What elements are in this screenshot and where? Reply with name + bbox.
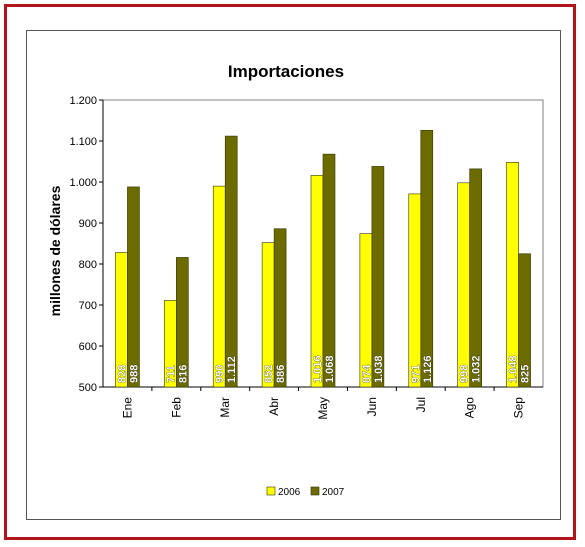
bar-data-label: 1.112 xyxy=(226,356,238,383)
bar-2006-Ago xyxy=(457,182,470,388)
bar-2007-Mar xyxy=(224,135,238,388)
bar-data-label: 886 xyxy=(275,365,287,383)
bar-2007-Feb xyxy=(176,257,189,388)
bar-2007-Ago xyxy=(469,168,482,388)
y-tick-label: 1.000 xyxy=(69,177,97,189)
bar-data-label: 1.126 xyxy=(422,355,434,383)
bar-data-label: 1.048 xyxy=(508,355,520,383)
legend-label-2006: 2006 xyxy=(278,487,301,498)
y-tick-label: 800 xyxy=(79,259,97,271)
y-tick-label: 500 xyxy=(79,382,97,394)
legend-swatch-2007 xyxy=(310,486,320,496)
legend-swatch-2006 xyxy=(266,486,276,496)
y-tick-label: 900 xyxy=(79,218,97,230)
x-tick-label: Abr xyxy=(267,397,281,416)
bar-2006-Jun xyxy=(359,233,373,388)
x-tick-label: May xyxy=(316,397,330,420)
chart-title: Importaciones xyxy=(228,62,344,81)
bar-data-label: 874 xyxy=(361,364,373,383)
legend-label-2007: 2007 xyxy=(322,487,345,498)
chart-area: Importaciones millones de dólares 500 600… xyxy=(26,30,561,520)
bar-2006-Mar xyxy=(212,185,226,388)
bar-data-label: 1.038 xyxy=(373,355,385,383)
bar-2006-Jul xyxy=(408,193,422,388)
bar-data-label: 990 xyxy=(214,365,226,383)
x-tick-label: Ago xyxy=(463,397,477,419)
bar-data-label: 816 xyxy=(177,365,189,383)
bar-data-label: 825 xyxy=(520,365,532,383)
bar-data-label: 1.016 xyxy=(312,355,324,383)
bar-data-label: 1.068 xyxy=(324,355,336,383)
x-tick-label: Jul xyxy=(414,397,428,412)
x-tick-label: Sep xyxy=(512,397,526,419)
bar-data-label: 998 xyxy=(459,365,471,383)
bar-2007-Jun xyxy=(371,166,385,388)
bar-2007-Abr xyxy=(273,228,287,388)
legend: 2006 2007 xyxy=(266,486,345,498)
y-tick-label: 600 xyxy=(79,341,97,353)
x-tick-label: Jun xyxy=(365,397,379,416)
bar-2007-Jul xyxy=(420,130,434,388)
plot-area: 500 600 700 800 900 1.000 1.100 1.200 828 988 Ene 7… xyxy=(69,95,544,420)
bar-data-label: 1.032 xyxy=(471,355,483,383)
bar-data-label: 828 xyxy=(116,365,128,383)
bar-2007-May xyxy=(322,153,336,388)
bar-data-label: 711 xyxy=(165,365,177,383)
x-tick-label: Feb xyxy=(169,397,183,418)
y-tick-label: 700 xyxy=(79,300,97,312)
bar-2007-Ene xyxy=(127,186,140,388)
y-axis-label: millones de dólares xyxy=(47,185,63,316)
bar-data-label: 852 xyxy=(263,365,275,383)
bar-2006-Sep xyxy=(506,162,519,388)
bar-2007-Sep xyxy=(518,253,531,388)
bar-data-label: 971 xyxy=(410,365,422,383)
bar-data-label: 988 xyxy=(128,365,140,383)
y-tick-label: 1.200 xyxy=(69,95,97,107)
x-tick-label: Mar xyxy=(218,397,232,418)
bar-chart: Importaciones millones de dólares 500 600… xyxy=(47,62,544,498)
bar-2006-May xyxy=(310,175,324,388)
y-tick-label: 1.100 xyxy=(69,136,97,148)
x-tick-label: Ene xyxy=(120,397,134,419)
